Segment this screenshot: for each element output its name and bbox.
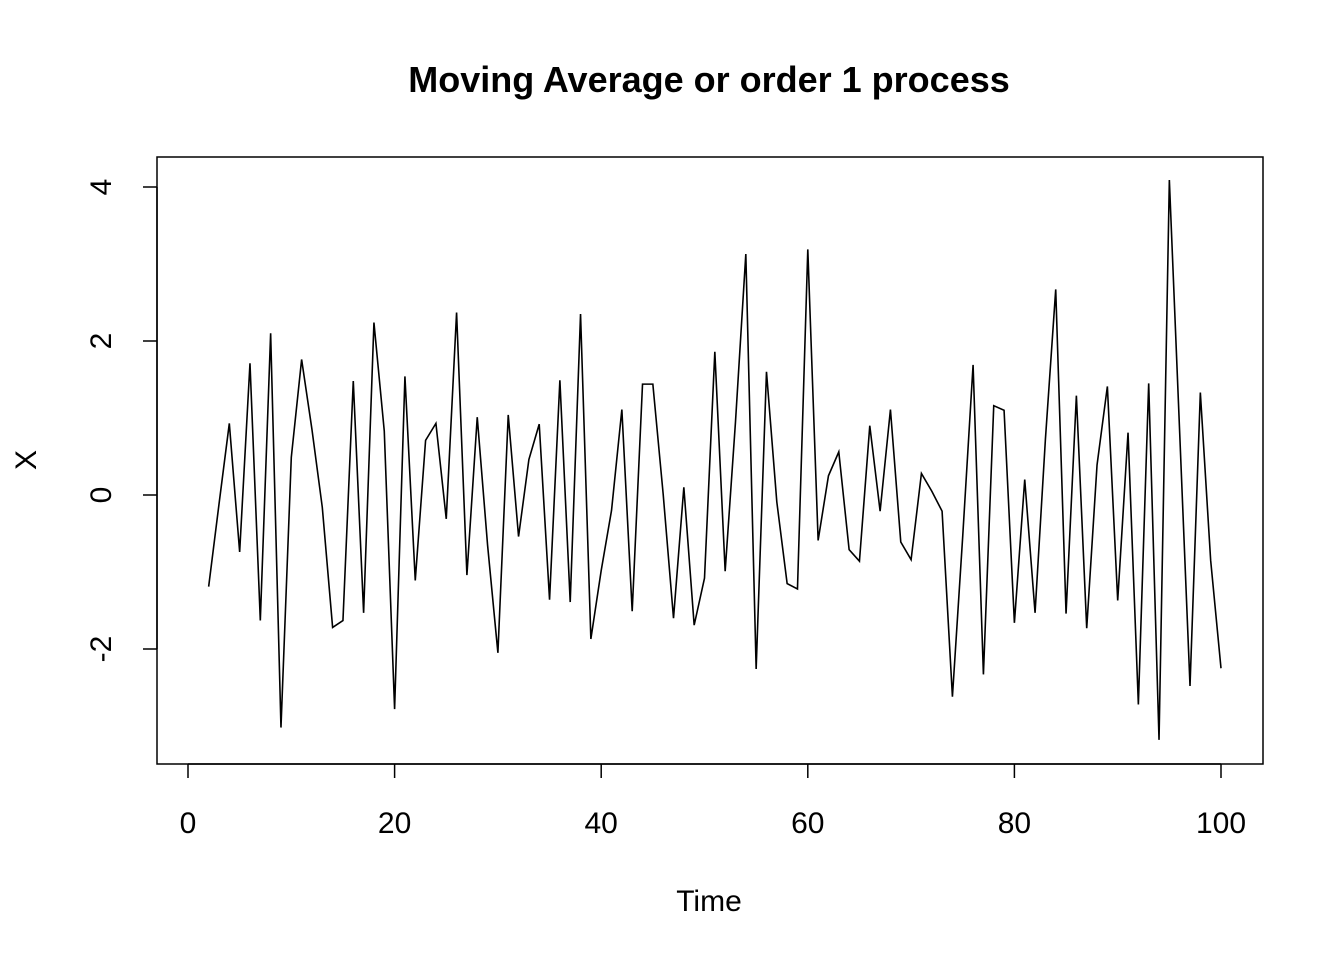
- series-line: [207, 180, 1222, 740]
- y-tick-label: 2: [85, 333, 118, 350]
- x-tick-label: 80: [998, 807, 1031, 840]
- x-tick-label: 20: [378, 807, 411, 840]
- x-tick-label: 40: [585, 807, 618, 840]
- y-tick-label: -2: [85, 636, 118, 663]
- y-axis-label: X: [10, 450, 43, 470]
- x-axis: 0 20 40 60 80 100: [180, 763, 1246, 840]
- x-tick-label: 0: [180, 807, 197, 840]
- series-layer: [207, 180, 1222, 740]
- chart-title: Moving Average or order 1 process: [408, 59, 1010, 100]
- y-tick-label: 0: [85, 487, 118, 504]
- x-tick-label: 60: [791, 807, 824, 840]
- y-tick-label: 4: [85, 179, 118, 196]
- y-axis: -2 0 2 4: [85, 179, 158, 663]
- x-axis-label: Time: [676, 885, 742, 918]
- x-tick-label: 100: [1196, 807, 1246, 840]
